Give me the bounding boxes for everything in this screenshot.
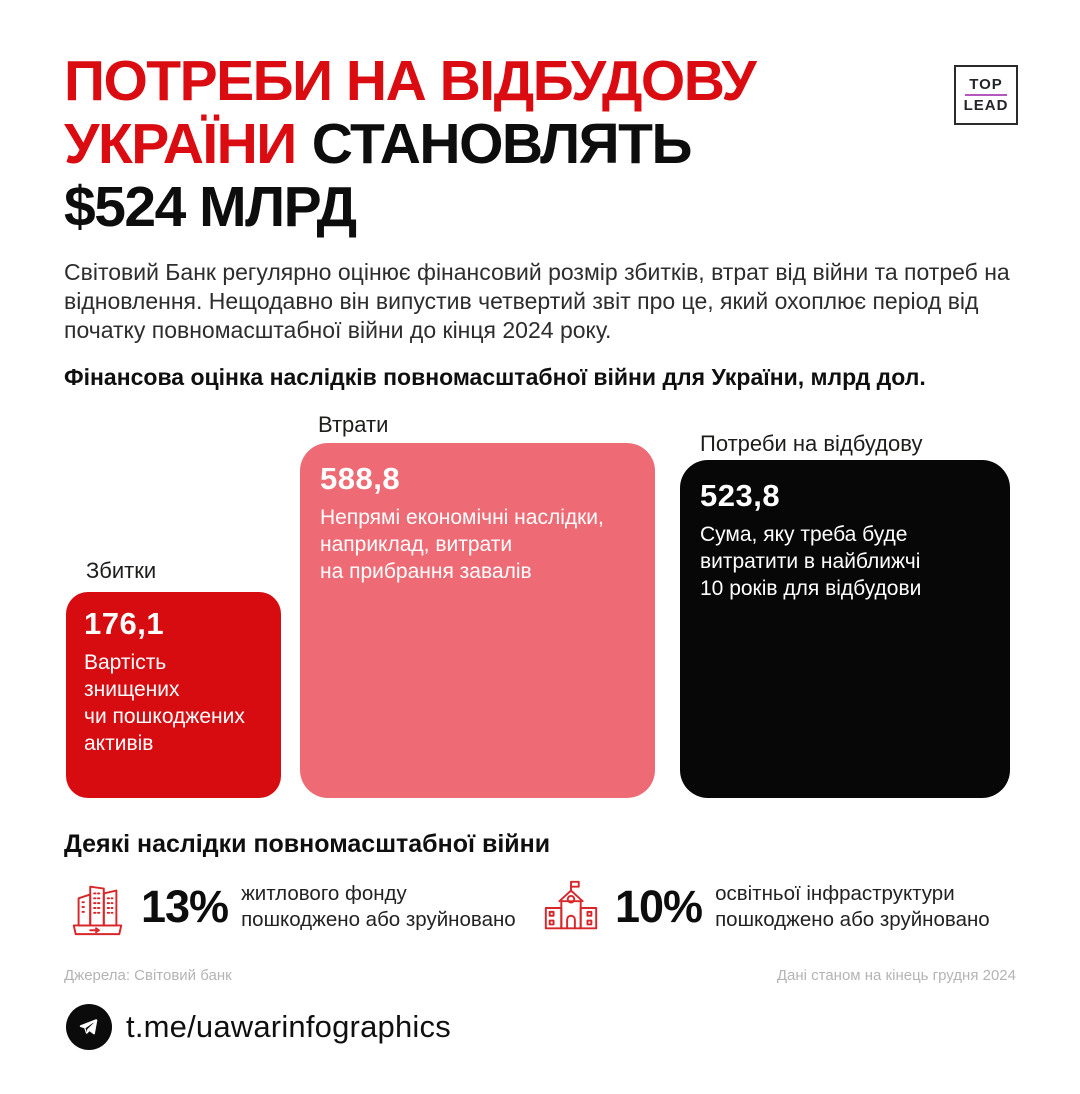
date-note: Дані станом на кінець грудня 2024 [776, 967, 1016, 984]
bar-zbytky: 176,1 Вартість знищених чи пошкоджених а… [66, 592, 281, 798]
consequences-heading: Деякі наслідки повномасштабної війни [64, 830, 551, 858]
bar-zbytky-value: 176,1 [84, 606, 165, 641]
bar-label-potreby: Потреби на відбудову [700, 431, 923, 456]
bar-zbytky-desc: Вартість знищених чи пошкоджених активів [84, 651, 245, 755]
bar-label-zbytky: Збитки [86, 558, 157, 583]
source-note: Джерела: Світовий банк [64, 967, 232, 984]
stat-housing-percent: 13% [141, 881, 229, 932]
consequences-stats: 13% житлового фонду пошкоджено або зруйн… [66, 876, 1014, 940]
school-icon [544, 880, 598, 930]
telegram-link[interactable]: t.me/uawarinfographics [66, 1004, 451, 1050]
page-title: ПОТРЕБИ НА ВІДБУДОВУ УКРАЇНИ СТАНОВЛЯТЬ $… [64, 50, 944, 239]
telegram-handle[interactable]: t.me/uawarinfographics [126, 1009, 451, 1044]
top-lead-logo: TOP LEAD [954, 65, 1018, 125]
bar-vtraty: 588,8 Непрямі економічні наслідки, напри… [300, 443, 655, 798]
bar-vtraty-desc: Непрямі економічні наслідки, наприклад, … [320, 506, 604, 583]
title-line-3: $524 МЛРД [64, 175, 357, 239]
logo-divider [965, 94, 1007, 96]
telegram-icon[interactable] [66, 1004, 112, 1050]
intro-paragraph: Світовий Банк регулярно оцінює фінансови… [64, 259, 1010, 343]
bar-potreby-value: 523,8 [700, 478, 781, 513]
logo-lead-text: LEAD [963, 97, 1009, 114]
chart-title: Фінансова оцінка наслідків повномасштабн… [64, 364, 926, 390]
title-line-1: ПОТРЕБИ НА ВІДБУДОВУ [64, 49, 757, 113]
title-line-2: УКРАЇНИ СТАНОВЛЯТЬ [64, 112, 692, 176]
stat-education-percent: 10% [615, 881, 703, 932]
stat-housing: 13% житлового фонду пошкоджено або зруйн… [66, 876, 516, 938]
stat-housing-text: житлового фонду пошкоджено або зруйнован… [241, 882, 516, 931]
bar-potreby: 523,8 Сума, яку треба буде витратити в н… [680, 460, 1010, 798]
logo-top-text: TOP [969, 76, 1003, 93]
bar-vtraty-value: 588,8 [320, 461, 401, 496]
bar-potreby-desc: Сума, яку треба буде витратити в найближ… [700, 523, 922, 600]
stat-education-text: освітньої інфраструктури пошкоджено або … [715, 882, 990, 931]
buildings-icon [72, 885, 123, 936]
stat-education: 10% освітньої інфраструктури пошкоджено … [540, 876, 990, 938]
bar-chart: Збитки Втрати Потреби на відбудову 176,1… [66, 410, 1014, 800]
bar-label-vtraty: Втрати [318, 412, 389, 437]
